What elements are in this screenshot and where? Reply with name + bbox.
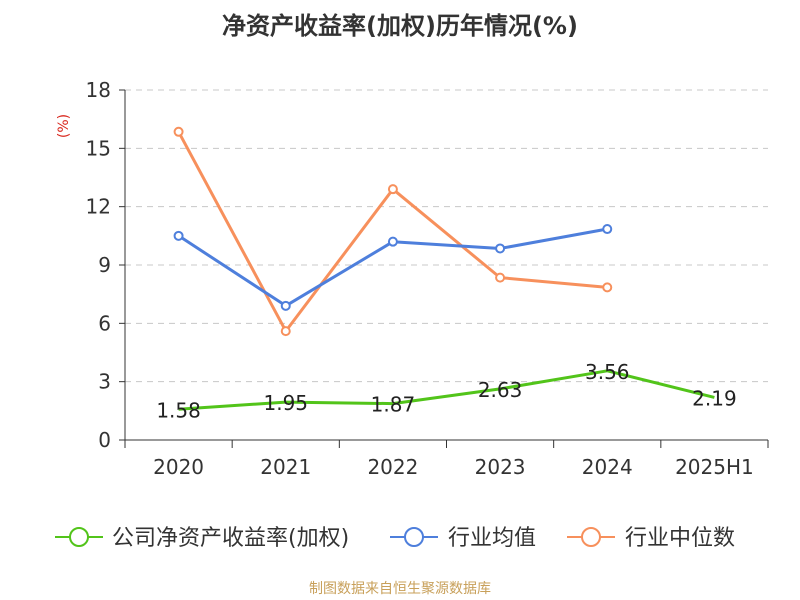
- data-point: [280, 326, 291, 337]
- data-point: [173, 230, 184, 241]
- y-tick-label: 12: [86, 195, 111, 219]
- data-label: 2.19: [692, 386, 737, 410]
- y-tick-label: 6: [98, 311, 111, 335]
- legend-swatch-marker: [69, 527, 89, 547]
- series-layer: [173, 126, 715, 411]
- y-axis-label: (%): [56, 114, 72, 138]
- x-tick-label: 2021: [260, 455, 311, 479]
- y-tick-label: 9: [98, 253, 111, 277]
- y-tick-label: 15: [86, 136, 111, 160]
- data-point: [280, 300, 291, 311]
- data-point: [495, 243, 506, 254]
- y-tick-label: 3: [98, 370, 111, 394]
- data-point: [387, 184, 398, 195]
- legend-swatch-marker: [581, 527, 601, 547]
- series-line: [177, 131, 608, 333]
- y-tick-label: 0: [98, 428, 111, 452]
- data-point: [495, 272, 506, 283]
- data-point: [602, 224, 613, 235]
- chart-title: 净资产收益率(加权)历年情况(%): [222, 12, 578, 40]
- x-tick-label: 2023: [475, 455, 526, 479]
- data-label: 1.58: [156, 398, 201, 422]
- source-note: 制图数据来自恒生聚源数据库: [309, 581, 491, 597]
- series-line: [178, 369, 715, 411]
- data-label: 3.56: [585, 360, 630, 384]
- axis-layer: 0 3 6 9 12 15 18 2020 2021 2022 2023 2024 2025H1 (%): [56, 78, 769, 479]
- x-tick-label: 2022: [367, 455, 418, 479]
- data-point: [173, 126, 184, 137]
- data-point: [387, 236, 398, 247]
- x-tick-label: 2020: [153, 455, 204, 479]
- legend-label: 行业中位数: [625, 526, 735, 551]
- legend-label: 公司净资产收益率(加权): [112, 526, 349, 551]
- x-tick-label: 2024: [582, 455, 633, 479]
- data-label: 1.95: [263, 391, 308, 415]
- x-tick-label: 2025H1: [675, 455, 754, 479]
- legend-swatch-marker: [404, 527, 424, 547]
- data-label-layer: 1.58 1.95 1.87 2.63 3.56 2.19: [156, 360, 736, 423]
- y-tick-label: 18: [86, 78, 111, 102]
- data-point: [602, 282, 613, 293]
- legend-label: 行业均值: [448, 526, 536, 551]
- data-label: 2.63: [478, 378, 523, 402]
- data-label: 1.87: [371, 393, 416, 417]
- legend: 公司净资产收益率(加权) 行业均值 行业中位数: [55, 526, 735, 551]
- grid-layer: [125, 89, 768, 383]
